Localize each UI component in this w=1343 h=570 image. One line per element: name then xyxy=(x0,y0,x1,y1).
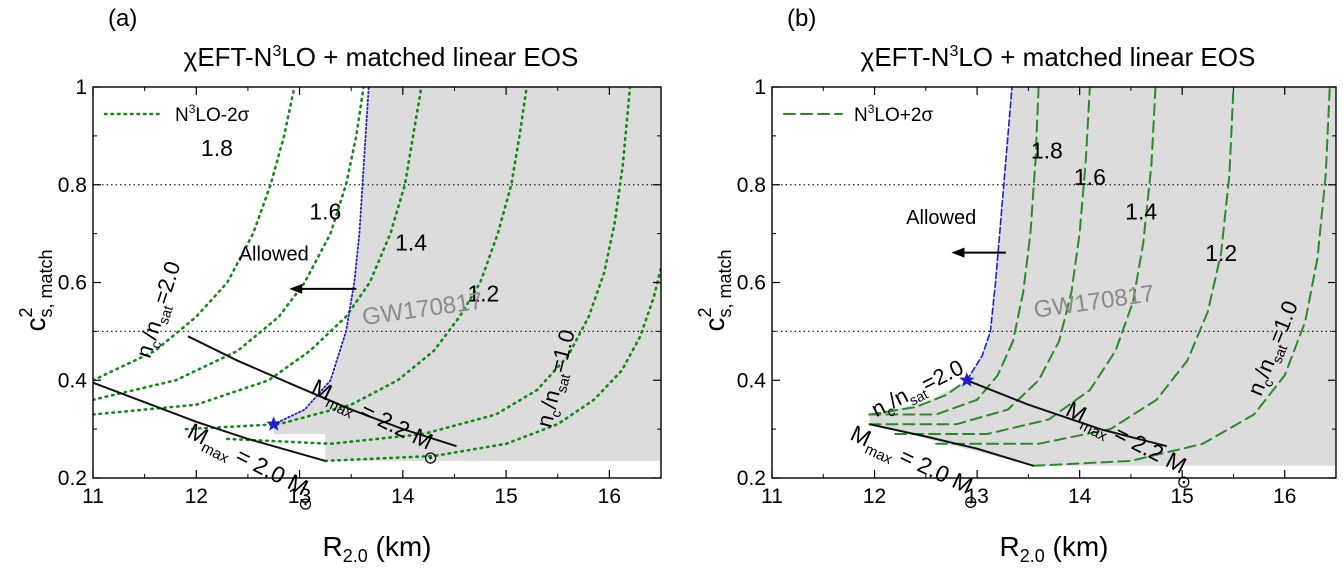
nc-curve-1.8 xyxy=(868,87,1040,416)
curve-label: 1.6 xyxy=(309,199,341,225)
nc-curve-1.2 xyxy=(226,87,632,446)
y-tick-label: 0.8 xyxy=(737,174,766,197)
mmax-curve-0 xyxy=(93,381,326,462)
curve-label: 1.8 xyxy=(1031,138,1063,164)
nc-curve-1.2 xyxy=(935,87,1235,445)
plot-area xyxy=(93,87,661,463)
curve-label: 1.2 xyxy=(467,281,499,307)
gw-boundary-curve xyxy=(965,87,1013,382)
nc-curve-2.0 xyxy=(93,87,296,382)
chart-title: χEFT-N3LO + matched linear EOS xyxy=(184,42,579,72)
sun-symbol-icon xyxy=(1178,476,1190,488)
y-tick-label: 1 xyxy=(754,76,766,99)
x-tick-label: 11 xyxy=(82,485,104,508)
nc-curve-1.4 xyxy=(184,87,529,431)
x-tick-label: 12 xyxy=(185,485,208,508)
allowed-label: Allowed xyxy=(239,244,309,266)
mmax-curve-1 xyxy=(966,379,1168,448)
y-tick-label: 0.2 xyxy=(737,467,766,490)
nc-curve-1.6 xyxy=(93,87,423,416)
excluded-region xyxy=(869,87,1336,466)
y-tick-label: 0.4 xyxy=(737,369,767,392)
curve-label: 1.4 xyxy=(395,229,427,255)
x-tick-label: 14 xyxy=(391,485,415,508)
allowed-arrow-head xyxy=(289,283,303,294)
x-tick-label: 13 xyxy=(288,485,311,508)
x-axis-label: R2.0 (km) xyxy=(999,531,1108,565)
x-tick-label: 16 xyxy=(1273,485,1296,508)
match-star xyxy=(266,416,282,431)
curve-label: 1.8 xyxy=(201,135,233,161)
x-tick-label: 15 xyxy=(1171,485,1194,508)
y-axis-label: c2s, match xyxy=(695,249,735,331)
y-axis-label: c2s, match xyxy=(16,249,56,331)
curve-label: 1.2 xyxy=(1205,240,1237,266)
mmax-curve-0 xyxy=(869,423,1034,467)
nc-curve-1.8 xyxy=(93,87,365,402)
allowed-arrow-head xyxy=(951,247,965,258)
legend-label: N3LO-2σ xyxy=(175,102,250,126)
y-tick-label: 0.8 xyxy=(58,174,87,197)
allowed-label: Allowed xyxy=(906,207,976,229)
sun-symbol-icon xyxy=(299,498,312,510)
x-tick-label: 14 xyxy=(1068,485,1092,508)
y-tick-label: 0.4 xyxy=(58,369,88,392)
x-axis-label: R2.0 (km) xyxy=(322,531,431,565)
legend-label: N3LO+2σ xyxy=(854,102,933,126)
panel-b: 11 12 13 14 15 160.20.40.60.81(b)χEFT-N3LO + … xyxy=(695,5,1337,566)
x-tick-label: 15 xyxy=(494,485,517,508)
chart-title: χEFT-N3LO + matched linear EOS xyxy=(861,42,1256,72)
match-star xyxy=(959,372,975,387)
mmax-curve-1 xyxy=(187,335,457,448)
y-tick-label: 0.6 xyxy=(737,272,766,295)
sun-symbol-dot xyxy=(1182,480,1186,484)
curve-label: 1.6 xyxy=(1074,164,1106,190)
x-tick-label: 11 xyxy=(761,485,783,508)
nc-curve-2.0 xyxy=(868,379,968,416)
panel-label: (a) xyxy=(108,5,137,32)
sun-symbol-dot xyxy=(429,456,432,460)
sun-symbol-dot xyxy=(304,502,307,506)
sun-symbol-icon xyxy=(965,496,977,508)
gw-boundary-curve xyxy=(272,87,370,426)
nc-label_2: nc/nsat=2.0 xyxy=(131,258,189,362)
plot-area xyxy=(772,87,1336,467)
nc-curve-1.6 xyxy=(868,87,1091,426)
y-tick-label: 1 xyxy=(75,76,87,99)
panel-label: (b) xyxy=(787,5,816,32)
y-tick-label: 0.6 xyxy=(58,272,87,295)
nc-curve-1.0 xyxy=(1032,87,1331,467)
curve-label: 1.4 xyxy=(1125,199,1157,225)
nc-curve-1.0 xyxy=(324,266,661,463)
panel-a: 11 12 13 14 15 16 0.2 0.4 0.6 0.8 1 (a) χEFT-N3LO + … xyxy=(16,5,662,566)
y-tick-label: 0.2 xyxy=(58,467,87,490)
sun-symbol-icon xyxy=(424,452,437,464)
sun-symbol-dot xyxy=(969,501,972,504)
nc-curve-1.4 xyxy=(894,87,1157,435)
excluded-region xyxy=(273,87,661,461)
x-tick-label: 12 xyxy=(863,485,886,508)
x-tick-label: 16 xyxy=(598,485,621,508)
